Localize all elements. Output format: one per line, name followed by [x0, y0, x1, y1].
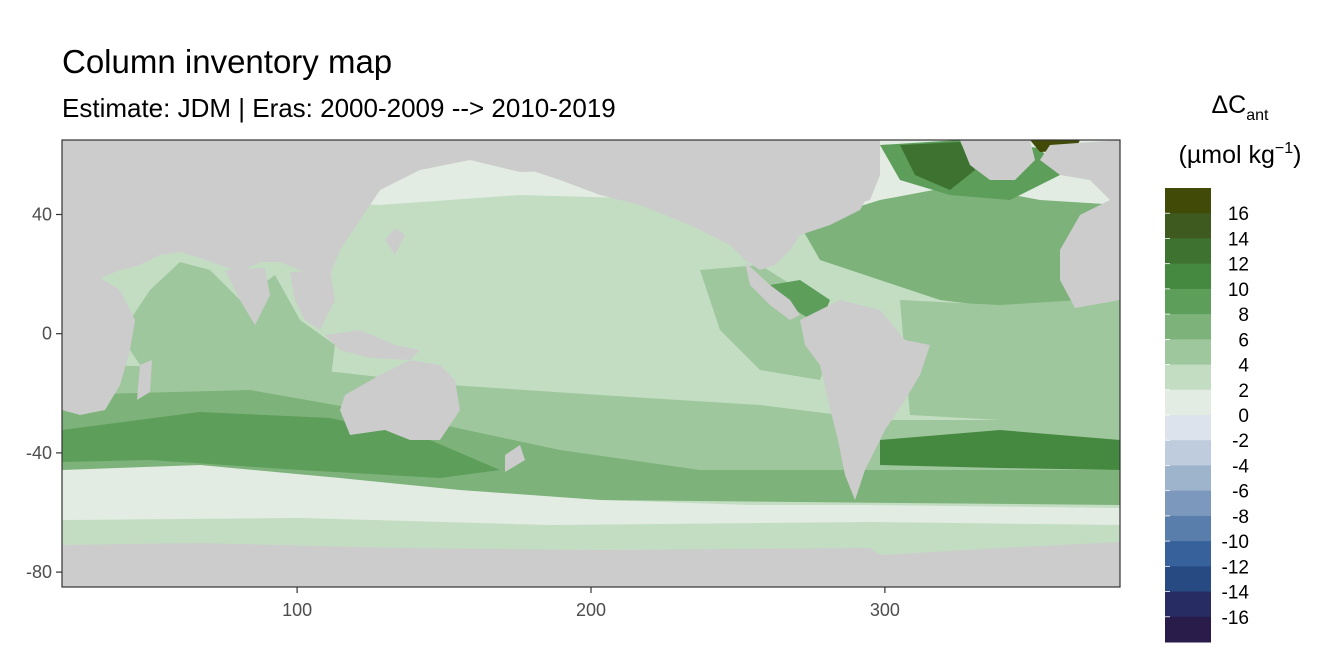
legend-color-swatch — [1165, 415, 1211, 441]
legend-unit-sup: −1 — [1275, 140, 1293, 157]
legend-color-swatch — [1165, 288, 1211, 315]
x-tick-label: 300 — [870, 600, 900, 620]
tropical-atlantic-region — [900, 300, 1120, 420]
legend-label: -2 — [1232, 431, 1249, 452]
legend-color-swatch — [1165, 263, 1211, 290]
legend-color-swatch — [1165, 213, 1211, 239]
land-masses — [62, 140, 1120, 587]
land-new-zealand — [505, 445, 525, 472]
legend-color-swatch — [1165, 541, 1211, 567]
legend-label: -10 — [1222, 532, 1249, 553]
southern-strong-uptake-band — [62, 412, 500, 478]
land-central-america — [745, 262, 800, 320]
north-atlantic-region — [800, 185, 1120, 310]
legend-label: -4 — [1232, 456, 1249, 477]
legend-color-swatch — [1165, 389, 1211, 416]
south-atlantic-strong-band — [880, 430, 1120, 470]
legend-label: -8 — [1232, 507, 1249, 528]
chart-subtitle: Estimate: JDM | Eras: 2000-2009 --> 2010… — [62, 93, 616, 123]
legend-color-swatch — [1165, 515, 1211, 542]
indian-ocean-region — [120, 262, 335, 385]
legend-unit-post: ) — [1293, 141, 1301, 169]
legend-color-swatch — [1165, 364, 1211, 391]
legend-labels: 16 14 12 10 8 6 4 2 0 -2 -4 -6 -8 -10 -12 -14 -16 — [1165, 204, 1249, 629]
legend-color-swatch — [1165, 440, 1211, 466]
y-tick-label: -80 — [26, 562, 52, 582]
land-madagascar — [137, 360, 152, 400]
land-se-asia — [290, 270, 335, 330]
chart-title: Column inventory map — [62, 43, 393, 80]
legend-color-swatch — [1165, 566, 1211, 593]
x-axis: 100 200 300 — [282, 587, 900, 620]
legend-label: -12 — [1222, 557, 1249, 578]
land-europe-africa — [1040, 140, 1120, 308]
legend-color-swatch — [1165, 238, 1211, 265]
map-panel — [62, 140, 1120, 587]
legend-label: -6 — [1232, 482, 1249, 503]
land-antarctica — [62, 542, 1120, 587]
legend-colorbar — [1165, 188, 1211, 643]
y-tick-label: 40 — [32, 205, 52, 225]
legend-unit: (µmol kg−1) — [1179, 140, 1302, 169]
legend-title-main: ΔC — [1211, 91, 1246, 119]
legend-label: -16 — [1222, 608, 1249, 629]
x-tick-label: 200 — [576, 600, 606, 620]
land-south-america — [800, 300, 930, 500]
legend-label: 16 — [1228, 204, 1249, 225]
land-north-america — [510, 140, 880, 270]
y-tick-label: 0 — [42, 324, 52, 344]
legend-title: ΔCant — [1211, 91, 1269, 124]
legend-color-swatch — [1165, 314, 1211, 340]
legend-label: 2 — [1238, 381, 1249, 402]
land-india — [225, 268, 270, 325]
labrador-sea-region — [900, 142, 975, 190]
legend-label: 6 — [1238, 330, 1249, 351]
legend-unit-pre: (µmol kg — [1179, 141, 1275, 169]
legend: ΔCant (µmol kg−1) 16 14 12 10 8 6 4 2 0 -2 -4 -6 -8 -… — [1165, 91, 1301, 643]
x-tick-label: 100 — [282, 600, 312, 620]
legend-label: -14 — [1222, 583, 1250, 604]
legend-color-swatch — [1165, 339, 1211, 366]
land-indonesia — [325, 330, 420, 360]
land-africa — [62, 262, 135, 415]
legend-color-swatch — [1165, 591, 1211, 618]
southern-ocean-fringe — [62, 518, 1120, 545]
legend-color-swatch — [1165, 465, 1211, 492]
y-axis: 40 0 -40 -80 — [26, 205, 62, 582]
land-japan — [385, 228, 405, 255]
legend-color-swatch — [1165, 188, 1211, 214]
legend-color-swatch — [1165, 616, 1211, 643]
legend-label: 10 — [1228, 280, 1249, 301]
land-greenland — [960, 140, 1035, 180]
legend-color-swatch — [1165, 490, 1211, 517]
legend-label: 14 — [1228, 229, 1250, 250]
legend-title-sub: ant — [1246, 107, 1269, 124]
legend-label: 4 — [1238, 356, 1249, 377]
legend-label: 12 — [1228, 255, 1249, 276]
y-tick-label: -40 — [26, 443, 52, 463]
land-australia — [340, 360, 460, 440]
legend-label: 0 — [1238, 406, 1249, 427]
legend-label: 8 — [1238, 305, 1249, 326]
